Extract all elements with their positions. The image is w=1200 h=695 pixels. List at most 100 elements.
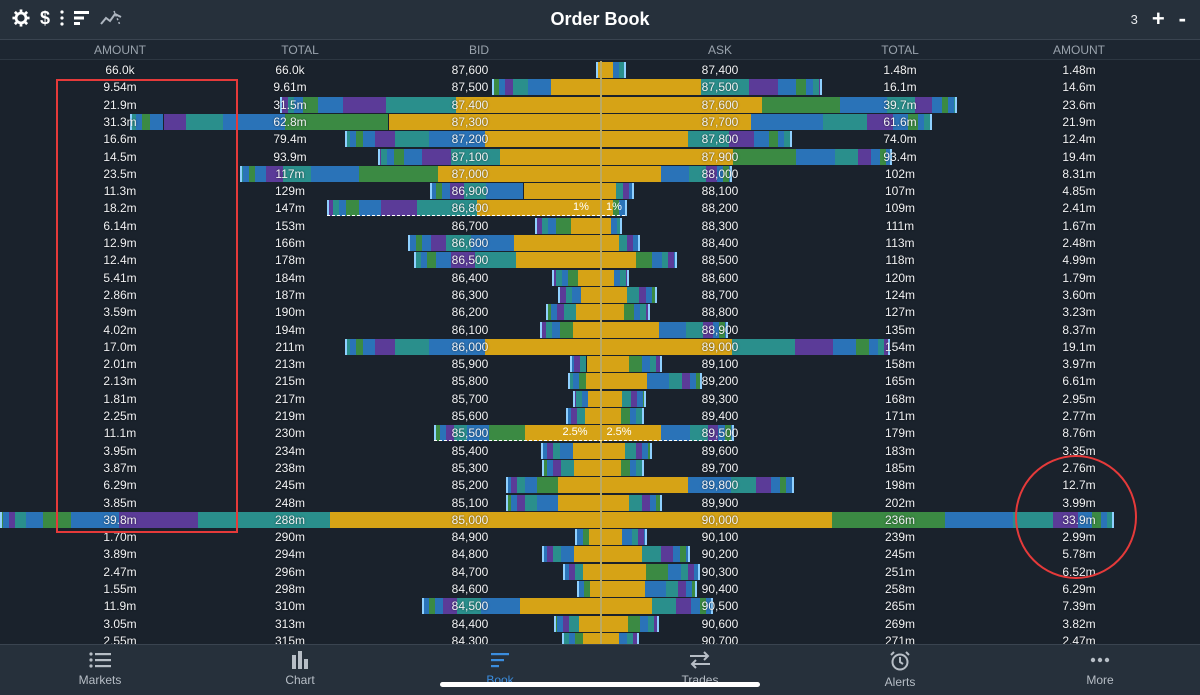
bid-depth-edge: [414, 252, 416, 269]
gear-icon[interactable]: [12, 9, 30, 27]
ask-depth-segment: [632, 632, 639, 644]
bid-depth-segment: [567, 269, 579, 286]
bid-depth-segment: [485, 131, 600, 148]
book-row[interactable]: 2.86m 187m 86,300 88,700 124m 3.60m: [0, 286, 1200, 304]
tab-alerts[interactable]: Alerts: [840, 651, 960, 689]
bid-depth-segment: [185, 113, 224, 130]
bid-depth-segment: [436, 183, 443, 200]
book-row[interactable]: 12.9m 166m 86,600 88,400 113m 2.48m: [0, 235, 1200, 252]
book-row[interactable]: 16.6m 79.4m 87,200 87,800 74.0m 12.4m: [0, 131, 1200, 148]
book-row[interactable]: 18.2m 147m 86,800 88,200 109m 2.41m: [0, 200, 1200, 217]
ask-depth-segment: [602, 252, 636, 269]
sparkline-icon[interactable]: [100, 10, 122, 26]
book-row[interactable]: 5.41m 184m 86,400 88,600 120m 1.79m: [0, 269, 1200, 287]
bid-depth-segment: [577, 581, 584, 597]
ask-amount-cell: 7.39m: [1062, 599, 1096, 614]
book-row[interactable]: 11.9m 310m 84,500 90,500 265m 7.39m: [0, 598, 1200, 615]
vertical-dots-icon[interactable]: [60, 10, 64, 26]
book-row[interactable]: 2.25m 219m 85,600 89,400 171m 2.77m: [0, 408, 1200, 425]
bid-depth-segment: [524, 494, 538, 511]
ask-price-cell: 89,600: [701, 443, 739, 458]
book-row[interactable]: 1.81m 217m 85,700 89,300 168m 2.95m: [0, 390, 1200, 408]
bid-depth-segment: [388, 113, 600, 130]
tab-markets[interactable]: Markets: [40, 651, 160, 687]
book-row[interactable]: 11.1m 230m 85,500 89,500 179m 8.76m: [0, 425, 1200, 442]
ask-price-cell: 88,600: [701, 270, 739, 285]
book-row[interactable]: 2.01m 213m 85,900 89,100 158m 3.97m: [0, 356, 1200, 373]
book-row[interactable]: 31.3m 62.8m 87,300 87,700 61.6m 21.9m: [0, 113, 1200, 131]
ask-price-cell: 87,700: [701, 114, 739, 129]
bid-depth-segment: [561, 269, 568, 286]
book-row[interactable]: 6.14m 153m 86,700 88,300 111m 1.67m: [0, 217, 1200, 235]
book-row[interactable]: 23.5m 117m 87,000 88,000 102m 8.31m: [0, 165, 1200, 183]
ask-depth-segment: [602, 390, 622, 407]
book-row[interactable]: 3.05m 313m 84,400 90,600 269m 3.82m: [0, 615, 1200, 633]
bid-depth-segment: [568, 373, 573, 390]
bid-depth-segment: [422, 598, 429, 615]
order-book[interactable]: 66.0k 66.0k 87,600 87,400 1.48m 1.48m 9.54m 9.6…: [0, 61, 1200, 644]
toolbar-right: 3 + -: [1131, 8, 1186, 30]
bid-depth-segment: [488, 425, 526, 442]
book-row[interactable]: 12.4m 178m 86,500 88,500 118m 4.99m: [0, 252, 1200, 269]
book-row[interactable]: 4.02m 194m 86,100 88,900 135m 8.37m: [0, 321, 1200, 339]
ask-depth-segment: [602, 632, 619, 644]
ask-depth-segment: [602, 217, 611, 234]
bid-amount-cell: 66.0k: [105, 63, 135, 77]
ask-depth-segment: [629, 356, 643, 373]
ask-total-cell: 102m: [884, 166, 916, 181]
book-row[interactable]: 11.3m 129m 86,900 88,100 107m 4.85m: [0, 183, 1200, 200]
book-row[interactable]: 3.89m 294m 84,800 90,200 245m 5.78m: [0, 546, 1200, 563]
book-row[interactable]: 2.13m 215m 85,800 89,200 165m 6.61m: [0, 373, 1200, 390]
bid-depth-segment: [446, 235, 472, 251]
ask-depth-segment: [676, 598, 691, 615]
bid-depth-edge: [327, 200, 329, 217]
book-row[interactable]: 21.9m 31.5m 87,400 87,600 39.7m 23.6m: [0, 96, 1200, 114]
book-row[interactable]: 1.55m 298m 84,600 90,400 258m 6.29m: [0, 581, 1200, 598]
book-row[interactable]: 6.29m 245m 85,200 89,800 198m 12.7m: [0, 477, 1200, 494]
depth-bars-icon[interactable]: [74, 10, 90, 26]
ask-depth-segment: [646, 286, 653, 303]
ask-depth-edge: [730, 165, 732, 182]
bid-depth-segment: [428, 598, 435, 615]
bid-depth-segment: [163, 113, 186, 130]
ask-depth-segment: [947, 96, 954, 113]
bid-depth-segment: [513, 235, 600, 251]
ask-price-cell: 87,400: [701, 63, 739, 77]
book-row[interactable]: 66.0k 66.0k 87,600 87,400 1.48m 1.48m: [0, 62, 1200, 79]
bid-total-cell: 313m: [274, 616, 306, 631]
ask-depth-segment: [602, 183, 617, 200]
bid-total-cell: 79.4m: [273, 132, 307, 147]
ask-depth-segment: [691, 598, 700, 615]
book-row[interactable]: 9.54m 9.61m 87,500 87,500 16.1m 14.6m: [0, 79, 1200, 96]
bid-depth-segment: [506, 494, 512, 511]
bid-depth-segment: [561, 459, 574, 476]
bid-depth-segment: [547, 217, 557, 234]
book-row[interactable]: 3.59m 190m 86,200 88,800 127m 3.23m: [0, 304, 1200, 321]
bid-depth-segment: [285, 113, 389, 130]
ask-depth-segment: [602, 304, 624, 321]
ask-depth-segment: [632, 529, 639, 546]
ask-depth-segment: [602, 269, 615, 286]
ask-depth-segment: [931, 96, 942, 113]
bid-amount-cell: 3.85m: [103, 495, 137, 510]
tab-chart[interactable]: Chart: [240, 651, 360, 687]
book-row[interactable]: 14.5m 93.9m 87,100 87,900 93.4m 19.4m: [0, 148, 1200, 166]
bid-depth-segment: [415, 252, 422, 269]
dollar-icon[interactable]: $: [40, 8, 51, 28]
ask-depth-segment: [794, 338, 833, 355]
bid-price-cell: 84,800: [451, 547, 489, 562]
zoom-in-button[interactable]: +: [1151, 6, 1165, 31]
book-row[interactable]: 3.85m 248m 85,100 89,900 202m 3.99m: [0, 494, 1200, 512]
tab-more[interactable]: More: [1040, 651, 1160, 687]
ask-depth-segment: [832, 511, 946, 528]
book-row[interactable]: 3.95m 234m 85,400 89,600 183m 3.35m: [0, 442, 1200, 460]
bid-total-cell: 194m: [274, 322, 306, 337]
bid-depth-segment: [136, 113, 143, 130]
ask-depth-percent: 2.5%: [606, 426, 632, 439]
book-row[interactable]: 17.0m 211m 86,000 89,000 154m 19.1m: [0, 338, 1200, 356]
bid-depth-segment: [492, 79, 499, 96]
book-row[interactable]: 1.70m 290m 84,900 90,100 239m 2.99m: [0, 529, 1200, 546]
bid-depth-segment: [557, 615, 564, 632]
zoom-out-button[interactable]: -: [1178, 6, 1186, 31]
book-row[interactable]: 2.55m 315m 84,300 90,700 271m 2.47m: [0, 632, 1200, 644]
